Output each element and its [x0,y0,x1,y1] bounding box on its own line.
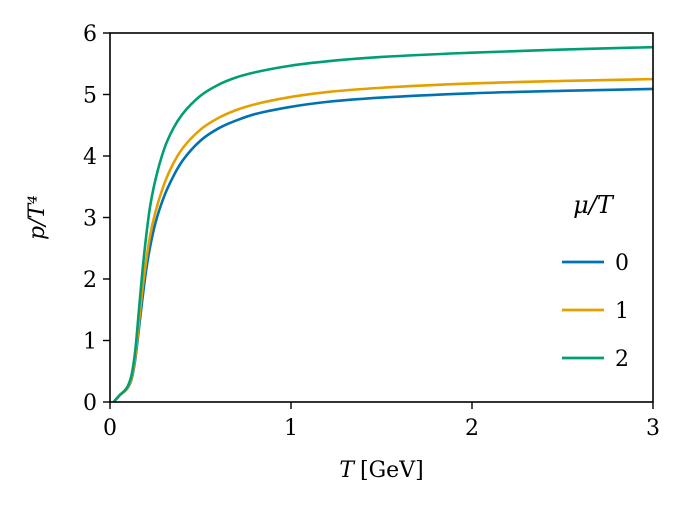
y-tick-label: 5 [83,84,97,109]
series-line-1 [112,77,654,403]
x-tick-label: 2 [465,416,479,441]
legend-title: μ/T [573,191,615,219]
x-tick-label: 1 [284,416,298,441]
legend-label-0: 0 [615,251,629,276]
x-axis-label-variable: T [339,458,356,483]
y-axis-ticks: 0 1 2 3 4 5 6 [83,22,110,416]
y-tick-label: 2 [83,268,97,293]
x-axis-label-unit: [GeV] [360,458,424,483]
y-tick-label: 6 [83,22,97,47]
y-tick-label: 3 [83,207,97,232]
legend-label-2: 2 [615,347,629,372]
y-tick-label: 0 [83,391,97,416]
y-tick-label: 1 [83,330,97,355]
series-lines [112,45,654,403]
x-tick-label: 0 [103,416,117,441]
x-tick-label: 3 [646,416,660,441]
legend: μ/T 0 1 2 [562,191,629,372]
legend-label-1: 1 [615,299,629,324]
y-axis-label: p/T⁴ [25,195,50,240]
x-axis-ticks: 0 1 2 3 [103,402,660,441]
y-tick-label: 4 [83,145,97,170]
series-line-2 [112,45,654,403]
x-axis-label: T [GeV] [339,458,423,483]
